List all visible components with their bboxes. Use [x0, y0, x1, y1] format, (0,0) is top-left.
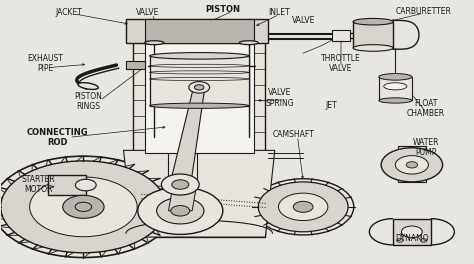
Circle shape — [278, 193, 328, 220]
Polygon shape — [145, 24, 254, 153]
Circle shape — [293, 201, 313, 212]
Circle shape — [63, 195, 104, 218]
Text: CARBURETTER: CARBURETTER — [396, 7, 452, 16]
Ellipse shape — [384, 83, 407, 90]
Polygon shape — [398, 147, 426, 182]
Ellipse shape — [150, 103, 249, 108]
Circle shape — [30, 177, 137, 237]
Text: CAMSHAFT: CAMSHAFT — [273, 130, 315, 139]
Polygon shape — [145, 19, 254, 43]
Circle shape — [191, 83, 208, 92]
Circle shape — [172, 180, 189, 189]
Circle shape — [138, 187, 223, 234]
Text: EXHAUST
PIPE: EXHAUST PIPE — [27, 54, 64, 73]
Circle shape — [0, 156, 174, 257]
Circle shape — [161, 174, 199, 195]
Circle shape — [258, 182, 348, 232]
Circle shape — [75, 202, 91, 211]
Ellipse shape — [379, 74, 412, 80]
Circle shape — [156, 198, 204, 224]
Circle shape — [0, 161, 166, 253]
Bar — [126, 61, 145, 69]
Circle shape — [253, 179, 354, 235]
Text: STARTER
MOTOR: STARTER MOTOR — [22, 175, 55, 194]
Circle shape — [401, 226, 422, 238]
Ellipse shape — [78, 83, 98, 89]
Circle shape — [381, 148, 443, 182]
Text: INLET: INLET — [269, 8, 291, 17]
Text: PISTON
RINGS: PISTON RINGS — [74, 92, 102, 111]
Circle shape — [397, 239, 403, 242]
Ellipse shape — [150, 53, 249, 59]
Polygon shape — [393, 219, 431, 245]
Polygon shape — [124, 150, 275, 237]
Ellipse shape — [353, 18, 393, 25]
Polygon shape — [133, 24, 265, 237]
Polygon shape — [353, 22, 393, 48]
Ellipse shape — [239, 41, 258, 45]
Text: JET: JET — [326, 101, 337, 110]
Ellipse shape — [145, 41, 164, 45]
Circle shape — [171, 206, 190, 216]
Polygon shape — [126, 19, 268, 43]
Polygon shape — [379, 77, 412, 101]
Circle shape — [75, 179, 96, 191]
Text: VALVE
SPRING: VALVE SPRING — [265, 88, 294, 107]
Polygon shape — [331, 30, 350, 41]
Circle shape — [194, 85, 204, 90]
Ellipse shape — [353, 45, 393, 51]
Text: CONNECTING
ROD: CONNECTING ROD — [27, 128, 88, 147]
Polygon shape — [170, 87, 205, 185]
Text: JACKET: JACKET — [56, 8, 82, 17]
Circle shape — [395, 156, 428, 174]
Circle shape — [406, 162, 418, 168]
Text: DYNAMO: DYNAMO — [395, 234, 428, 243]
Text: WATER
PUMP: WATER PUMP — [413, 138, 439, 157]
Text: VALVE: VALVE — [292, 16, 315, 25]
Polygon shape — [48, 175, 86, 195]
Polygon shape — [168, 185, 197, 211]
Circle shape — [420, 239, 427, 242]
Ellipse shape — [379, 98, 412, 103]
Text: THROTTLE
VALVE: THROTTLE VALVE — [321, 54, 361, 73]
Polygon shape — [150, 56, 249, 106]
Circle shape — [189, 82, 210, 93]
Text: VALVE: VALVE — [136, 8, 159, 17]
Text: PISTON: PISTON — [205, 5, 240, 14]
Text: FLOAT
CHAMBER: FLOAT CHAMBER — [407, 99, 445, 118]
